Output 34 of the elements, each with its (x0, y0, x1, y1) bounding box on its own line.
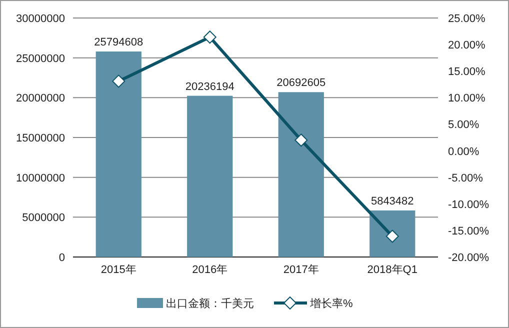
data-label: 5843482 (370, 195, 414, 208)
y2-tick-label: 0.00% (448, 146, 480, 158)
x-tick-label: 2016年 (192, 264, 228, 276)
y-tick-label: 20000000 (16, 92, 65, 105)
y-tick-label: 25000000 (16, 52, 65, 65)
bar (370, 210, 416, 257)
y-tick-label: 15000000 (16, 132, 65, 144)
y2-tick-label: 5.00% (448, 119, 480, 132)
x-tick-label: 2018年Q1 (367, 264, 418, 276)
data-label: 25794608 (94, 36, 144, 49)
y2-tick-label: 15.00% (448, 66, 486, 78)
data-label: 20692605 (276, 77, 326, 90)
bar (96, 52, 142, 257)
y2-tick-label: 20.00% (448, 40, 486, 52)
y2-tick-label: -10.00% (448, 198, 490, 211)
y2-tick-label: 25.00% (448, 13, 486, 25)
y-tick-label: 10000000 (16, 172, 65, 184)
y-tick-label: 30000000 (16, 13, 65, 25)
y2-tick-label: 10.00% (448, 92, 486, 105)
x-tick-label: 2015年 (100, 264, 136, 276)
data-label: 20236194 (185, 80, 234, 93)
y-tick-label: 0 (58, 252, 65, 264)
y-tick-label: 5000000 (22, 212, 65, 224)
legend-label: 出口金额：千美元 (166, 297, 254, 310)
y2-tick-label: -20.00% (448, 252, 490, 264)
legend-label: 增长率% (309, 297, 353, 310)
y2-tick-label: -5.00% (448, 172, 484, 184)
point (203, 30, 216, 44)
bar (278, 92, 324, 257)
x-tick-label: 2017年 (283, 264, 319, 276)
bar (187, 96, 233, 257)
point (112, 74, 126, 88)
y2-tick-label: -15.00% (448, 225, 490, 238)
point (294, 134, 308, 147)
